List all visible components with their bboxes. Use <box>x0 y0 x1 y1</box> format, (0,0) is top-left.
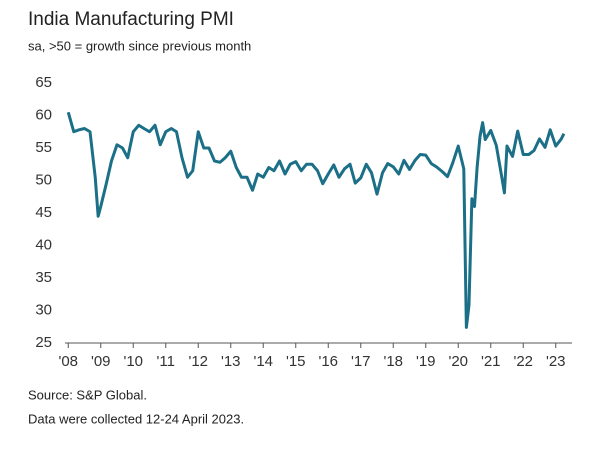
y-tick-label: 35 <box>35 269 52 286</box>
y-tick-label: 50 <box>35 171 52 188</box>
y-tick-label: 30 <box>35 301 52 318</box>
x-tick-label: '20 <box>448 353 468 370</box>
y-tick-label: 40 <box>35 236 52 253</box>
x-tick-label: '11 <box>157 353 175 370</box>
y-tick-label: 60 <box>35 106 52 123</box>
x-tick-label: '15 <box>286 353 306 370</box>
chart-title: India Manufacturing PMI <box>28 9 234 30</box>
chart-subtitle: sa, >50 = growth since previous month <box>28 38 251 53</box>
pmi-line <box>66 111 566 329</box>
x-tick-label: '18 <box>383 353 403 370</box>
y-tick-label: 55 <box>35 139 52 156</box>
y-tick-label: 65 <box>35 74 52 91</box>
x-tick-label: '10 <box>123 353 143 370</box>
x-tick-label: '17 <box>351 353 371 370</box>
x-tick-label: '19 <box>416 353 436 370</box>
note: Data were collected 12-24 April 2023. <box>28 411 244 426</box>
y-tick-label: 45 <box>35 204 52 221</box>
x-tick-label: '23 <box>546 353 566 370</box>
source: Source: S&P Global. <box>28 387 147 402</box>
x-tick-label: '08 <box>58 353 78 370</box>
x-tick-label: '22 <box>513 353 533 370</box>
x-tick-label: '16 <box>318 353 338 370</box>
x-tick-label: '21 <box>481 353 501 370</box>
y-tick-label: 25 <box>35 334 52 351</box>
x-tick-label: '14 <box>253 353 273 370</box>
x-tick-label: '13 <box>221 353 241 370</box>
x-tick-label: '09 <box>91 353 111 370</box>
x-tick-label: '12 <box>188 353 208 370</box>
